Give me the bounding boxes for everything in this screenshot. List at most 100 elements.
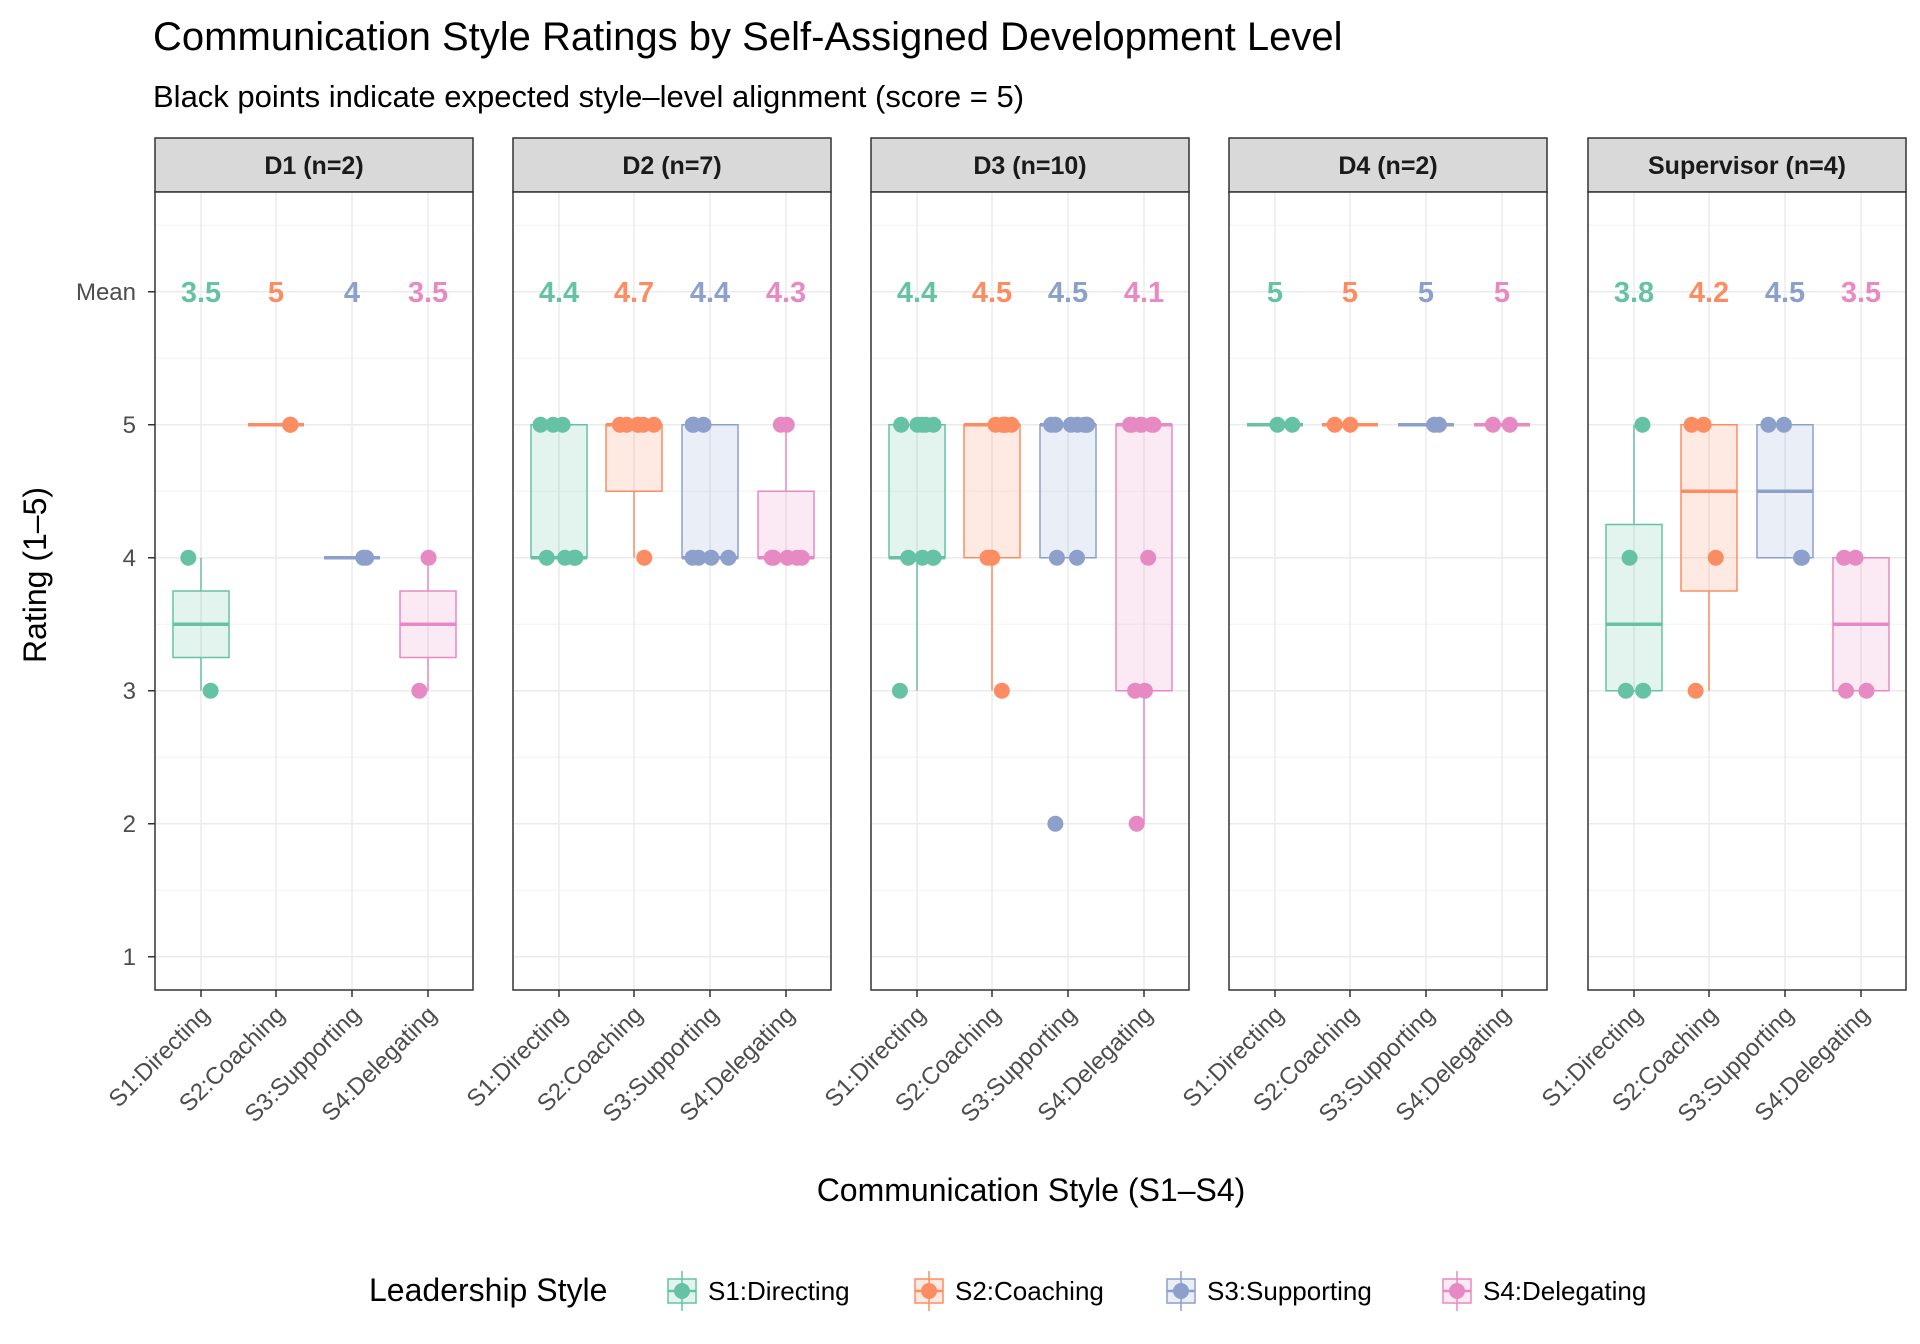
- data-point: [1760, 416, 1777, 433]
- box-group-s1-directing: 4.4: [888, 277, 946, 699]
- data-point: [793, 549, 810, 566]
- facet-strip: [1587, 137, 1907, 193]
- legend-key-point: [921, 1283, 937, 1299]
- data-point: [1326, 416, 1343, 433]
- data-point: [532, 416, 549, 433]
- data-point: [556, 549, 573, 566]
- data-point: [900, 549, 917, 566]
- mean-label: 4.4: [539, 277, 579, 309]
- data-point: [1858, 682, 1875, 699]
- box-iqr: [963, 424, 1021, 559]
- box-group-s1-directing: 3.8: [1605, 277, 1663, 699]
- legend-item-s3-supporting: S3:Supporting: [1166, 1271, 1372, 1311]
- mean-label: 3.5: [408, 277, 448, 309]
- mean-label: 4.3: [766, 277, 806, 309]
- box-iqr: [681, 424, 739, 559]
- box-group-s4-delegating: 3.5: [399, 277, 457, 699]
- box-group-s1-directing: 4.4: [530, 277, 588, 566]
- panel-border: [870, 191, 1190, 991]
- facet-supervisor-n-4: Supervisor (n=4)3.8 4.2 4.5 3.5S1:Directing…: [1537, 137, 1907, 1128]
- data-point: [282, 416, 299, 433]
- data-point: [893, 416, 910, 433]
- data-point: [1775, 416, 1792, 433]
- data-point: [983, 549, 1000, 566]
- data-point: [202, 682, 219, 699]
- box-group-s2-coaching: 4.5: [963, 277, 1021, 699]
- data-point: [1136, 682, 1153, 699]
- panel-background: [513, 192, 831, 990]
- data-point: [1079, 416, 1096, 433]
- box-group-s4-delegating: 4.1: [1115, 277, 1173, 832]
- data-point: [993, 682, 1010, 699]
- data-point: [411, 682, 428, 699]
- data-point: [420, 549, 437, 566]
- mean-label: 5: [1342, 277, 1358, 309]
- panel-background: [1588, 192, 1906, 990]
- box-iqr: [1680, 424, 1738, 592]
- mean-label: 4.7: [614, 277, 654, 309]
- box-iqr: [1605, 523, 1663, 692]
- box-group-s3-supporting: 4: [324, 277, 380, 566]
- x-axis-title: Communication Style (S1–S4): [817, 1172, 1246, 1208]
- box-group-s2-coaching: 4.2: [1680, 277, 1738, 699]
- y-axis: 1 2 3 4 5 Mean: [76, 279, 155, 971]
- box-group-s4-delegating: 3.5: [1832, 277, 1890, 699]
- box-group-s4-delegating: 4.3: [757, 277, 815, 566]
- facet-d4-n-2: D4 (n=2)5 5 5 5S1:DirectingS2:CoachingS3:Su…: [1178, 137, 1548, 1128]
- mean-label: 3.5: [181, 277, 221, 309]
- data-point: [690, 549, 707, 566]
- data-point: [1048, 549, 1065, 566]
- y-tick-label-mean: Mean: [76, 279, 136, 306]
- facet-strip-label: D2 (n=7): [622, 152, 721, 180]
- box-group-s3-supporting: 4.5: [1756, 277, 1814, 566]
- data-point: [1635, 682, 1652, 699]
- data-point: [685, 416, 702, 433]
- box-iqr: [605, 424, 663, 492]
- data-point: [1128, 815, 1145, 832]
- box-iqr: [888, 424, 946, 559]
- data-point: [1121, 416, 1138, 433]
- legend-label: S4:Delegating: [1483, 1276, 1646, 1306]
- box-iqr: [530, 424, 588, 559]
- panel-border: [1228, 191, 1548, 991]
- legend-label: S2:Coaching: [955, 1276, 1104, 1306]
- data-point: [1634, 416, 1651, 433]
- panel-border: [154, 191, 474, 991]
- y-tick-label: 2: [123, 811, 136, 838]
- y-tick-label: 3: [123, 678, 136, 705]
- data-point: [1047, 416, 1064, 433]
- data-point: [1687, 682, 1704, 699]
- data-point: [1683, 416, 1700, 433]
- data-point: [1342, 416, 1359, 433]
- mean-label: 3.5: [1841, 277, 1881, 309]
- legend: Leadership Style S1:Directing S2:Coaching…: [369, 1271, 1646, 1311]
- data-point: [1707, 549, 1724, 566]
- mean-label: 5: [1267, 277, 1283, 309]
- legend-item-s4-delegating: S4:Delegating: [1442, 1271, 1646, 1311]
- facet-strip-label: Supervisor (n=4): [1648, 152, 1846, 180]
- data-point: [917, 416, 934, 433]
- data-point: [772, 416, 789, 433]
- mean-label: 4.2: [1689, 277, 1729, 309]
- box-group-s2-coaching: 5: [1322, 277, 1378, 433]
- data-point: [636, 549, 653, 566]
- mean-label: 4.5: [972, 277, 1012, 309]
- mean-label: 3.8: [1614, 277, 1654, 309]
- box-group-s2-coaching: 4.7: [605, 277, 663, 566]
- box-group-s3-supporting: 5: [1398, 277, 1454, 433]
- legend-label: S3:Supporting: [1207, 1276, 1372, 1306]
- data-point: [358, 549, 375, 566]
- data-point: [1838, 682, 1855, 699]
- data-point: [1269, 416, 1286, 433]
- y-tick-label: 4: [123, 545, 136, 572]
- data-point: [1145, 416, 1162, 433]
- data-point: [1062, 416, 1079, 433]
- data-point: [1484, 416, 1501, 433]
- box-group-s1-directing: 5: [1247, 277, 1303, 433]
- data-point: [1068, 549, 1085, 566]
- mean-label: 4.4: [690, 277, 730, 309]
- box-iqr: [1039, 424, 1097, 559]
- mean-label: 4.5: [1048, 277, 1088, 309]
